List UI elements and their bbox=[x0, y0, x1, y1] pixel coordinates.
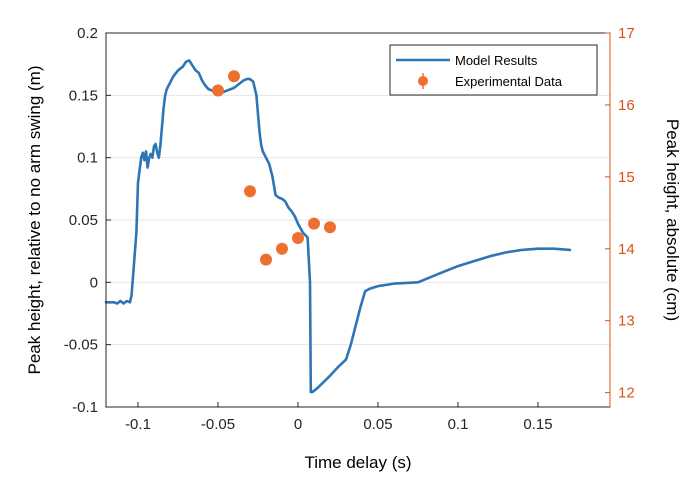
y-left-tick-label: 0.2 bbox=[77, 25, 98, 42]
x-axis-label: Time delay (s) bbox=[304, 453, 411, 472]
y-right-tick-label: 17 bbox=[618, 25, 635, 42]
y-left-tick-label: 0 bbox=[90, 274, 98, 291]
experimental-data-point bbox=[244, 185, 256, 198]
legend-experimental-marker-sample bbox=[418, 76, 428, 86]
y-right-tick-label: 16 bbox=[618, 97, 635, 114]
y-left-tick-label: 0.1 bbox=[77, 150, 98, 167]
experimental-data-point bbox=[292, 232, 304, 244]
experimental-data-point bbox=[308, 217, 320, 230]
y-right-axis-label: Peak height, absolute (cm) bbox=[663, 119, 682, 321]
x-tick-label: 0 bbox=[294, 416, 302, 433]
experimental-data-points bbox=[212, 70, 336, 266]
legend-model-label: Model Results bbox=[455, 53, 538, 68]
y-right-tick-label: 14 bbox=[618, 241, 635, 258]
legend-box bbox=[389, 44, 598, 96]
experimental-data-point bbox=[212, 84, 224, 97]
left-axis: -0.1 -0.05 0 0.05 0.1 0.15 0.2 bbox=[64, 25, 111, 416]
x-tick-label: 0.15 bbox=[523, 416, 552, 433]
y-left-tick-label: -0.1 bbox=[72, 399, 98, 416]
experimental-data-point bbox=[276, 242, 288, 255]
y-left-tick-label: 0.05 bbox=[69, 212, 98, 229]
x-tick-label: 0.05 bbox=[363, 416, 392, 433]
y-left-tick-label: -0.05 bbox=[64, 337, 98, 354]
legend: Model Results Experimental Data bbox=[389, 44, 598, 96]
y-left-tick-label: 0.15 bbox=[69, 87, 98, 104]
experimental-data-point bbox=[260, 253, 272, 266]
right-axis: 12 13 14 15 16 17 bbox=[605, 25, 635, 407]
legend-experimental-label: Experimental Data bbox=[455, 74, 563, 89]
x-tick-label: 0.1 bbox=[448, 416, 469, 433]
y-right-tick-label: 15 bbox=[618, 169, 635, 186]
y-left-axis-label: Peak height, relative to no arm swing (m… bbox=[25, 66, 44, 375]
x-tick-label: -0.1 bbox=[125, 416, 151, 433]
experimental-data-point bbox=[228, 70, 240, 83]
model-results-line bbox=[104, 59, 572, 394]
experimental-data-point bbox=[324, 221, 336, 234]
y-right-tick-label: 13 bbox=[618, 313, 635, 330]
y-right-tick-label: 12 bbox=[618, 385, 635, 402]
bottom-axis: -0.1 -0.05 0 0.05 0.1 0.15 bbox=[125, 402, 553, 433]
x-tick-label: -0.05 bbox=[201, 416, 235, 433]
